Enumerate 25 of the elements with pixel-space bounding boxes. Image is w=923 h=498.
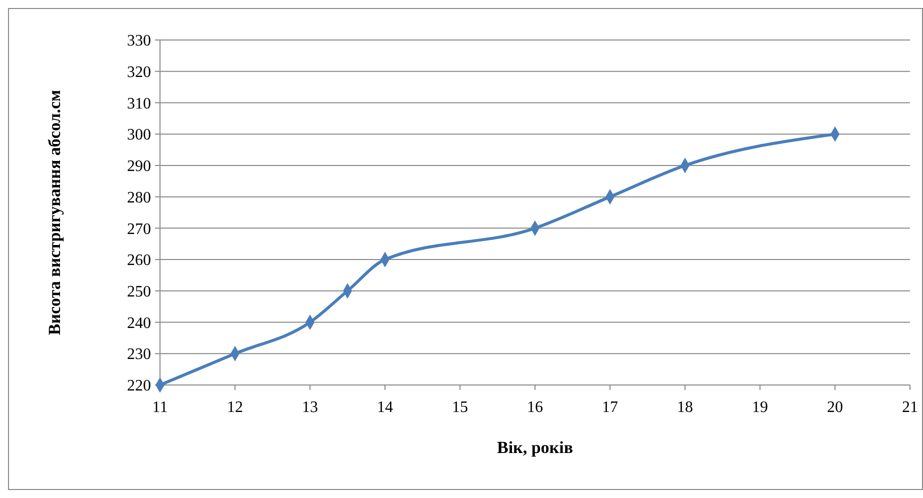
x-axis-title: Вік, років — [496, 438, 574, 457]
x-tick-label: 21 — [902, 399, 918, 416]
x-tick-label: 16 — [527, 399, 543, 416]
y-tick-label: 290 — [127, 158, 151, 176]
x-tick-label: 13 — [302, 399, 318, 416]
x-tick-label: 15 — [452, 399, 468, 416]
x-tick-label: 14 — [377, 399, 393, 416]
y-axis-title: Висота вистригування абсол.см — [45, 89, 64, 336]
y-tick-label: 260 — [127, 252, 151, 270]
y-tick-label: 330 — [127, 32, 151, 50]
x-tick-label: 12 — [227, 399, 243, 416]
y-tick-label: 270 — [127, 220, 151, 238]
y-tick-label: 220 — [127, 378, 151, 395]
y-tick-label: 320 — [127, 64, 151, 81]
y-tick-label: 250 — [127, 284, 151, 301]
x-tick-label: 20 — [827, 399, 843, 416]
y-tick-label: 310 — [127, 95, 151, 112]
y-tick-label: 230 — [127, 346, 151, 364]
y-tick-label: 280 — [127, 189, 151, 206]
x-tick-label: 17 — [602, 399, 618, 416]
x-tick-label: 19 — [752, 399, 768, 416]
x-tick-label: 11 — [152, 399, 168, 416]
x-tick-label: 18 — [677, 399, 693, 416]
y-tick-label: 240 — [127, 314, 151, 332]
y-tick-label: 300 — [127, 126, 151, 144]
